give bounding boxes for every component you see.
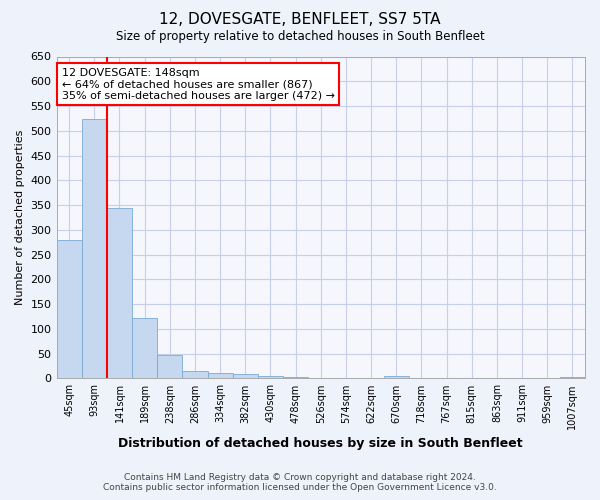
Bar	[233, 374, 258, 378]
Bar	[132, 318, 157, 378]
Text: 12 DOVESGATE: 148sqm
← 64% of detached houses are smaller (867)
35% of semi-deta: 12 DOVESGATE: 148sqm ← 64% of detached h…	[62, 68, 335, 101]
Bar	[56, 240, 82, 378]
Bar	[82, 120, 107, 378]
Bar	[258, 376, 283, 378]
Bar	[560, 377, 585, 378]
Bar	[208, 374, 233, 378]
Y-axis label: Number of detached properties: Number of detached properties	[15, 130, 25, 305]
Bar	[107, 208, 132, 378]
Text: 12, DOVESGATE, BENFLEET, SS7 5TA: 12, DOVESGATE, BENFLEET, SS7 5TA	[159, 12, 441, 28]
Bar	[182, 371, 208, 378]
Text: Size of property relative to detached houses in South Benfleet: Size of property relative to detached ho…	[116, 30, 484, 43]
Bar	[157, 354, 182, 378]
Bar	[383, 376, 409, 378]
X-axis label: Distribution of detached houses by size in South Benfleet: Distribution of detached houses by size …	[118, 437, 523, 450]
Text: Contains HM Land Registry data © Crown copyright and database right 2024.
Contai: Contains HM Land Registry data © Crown c…	[103, 473, 497, 492]
